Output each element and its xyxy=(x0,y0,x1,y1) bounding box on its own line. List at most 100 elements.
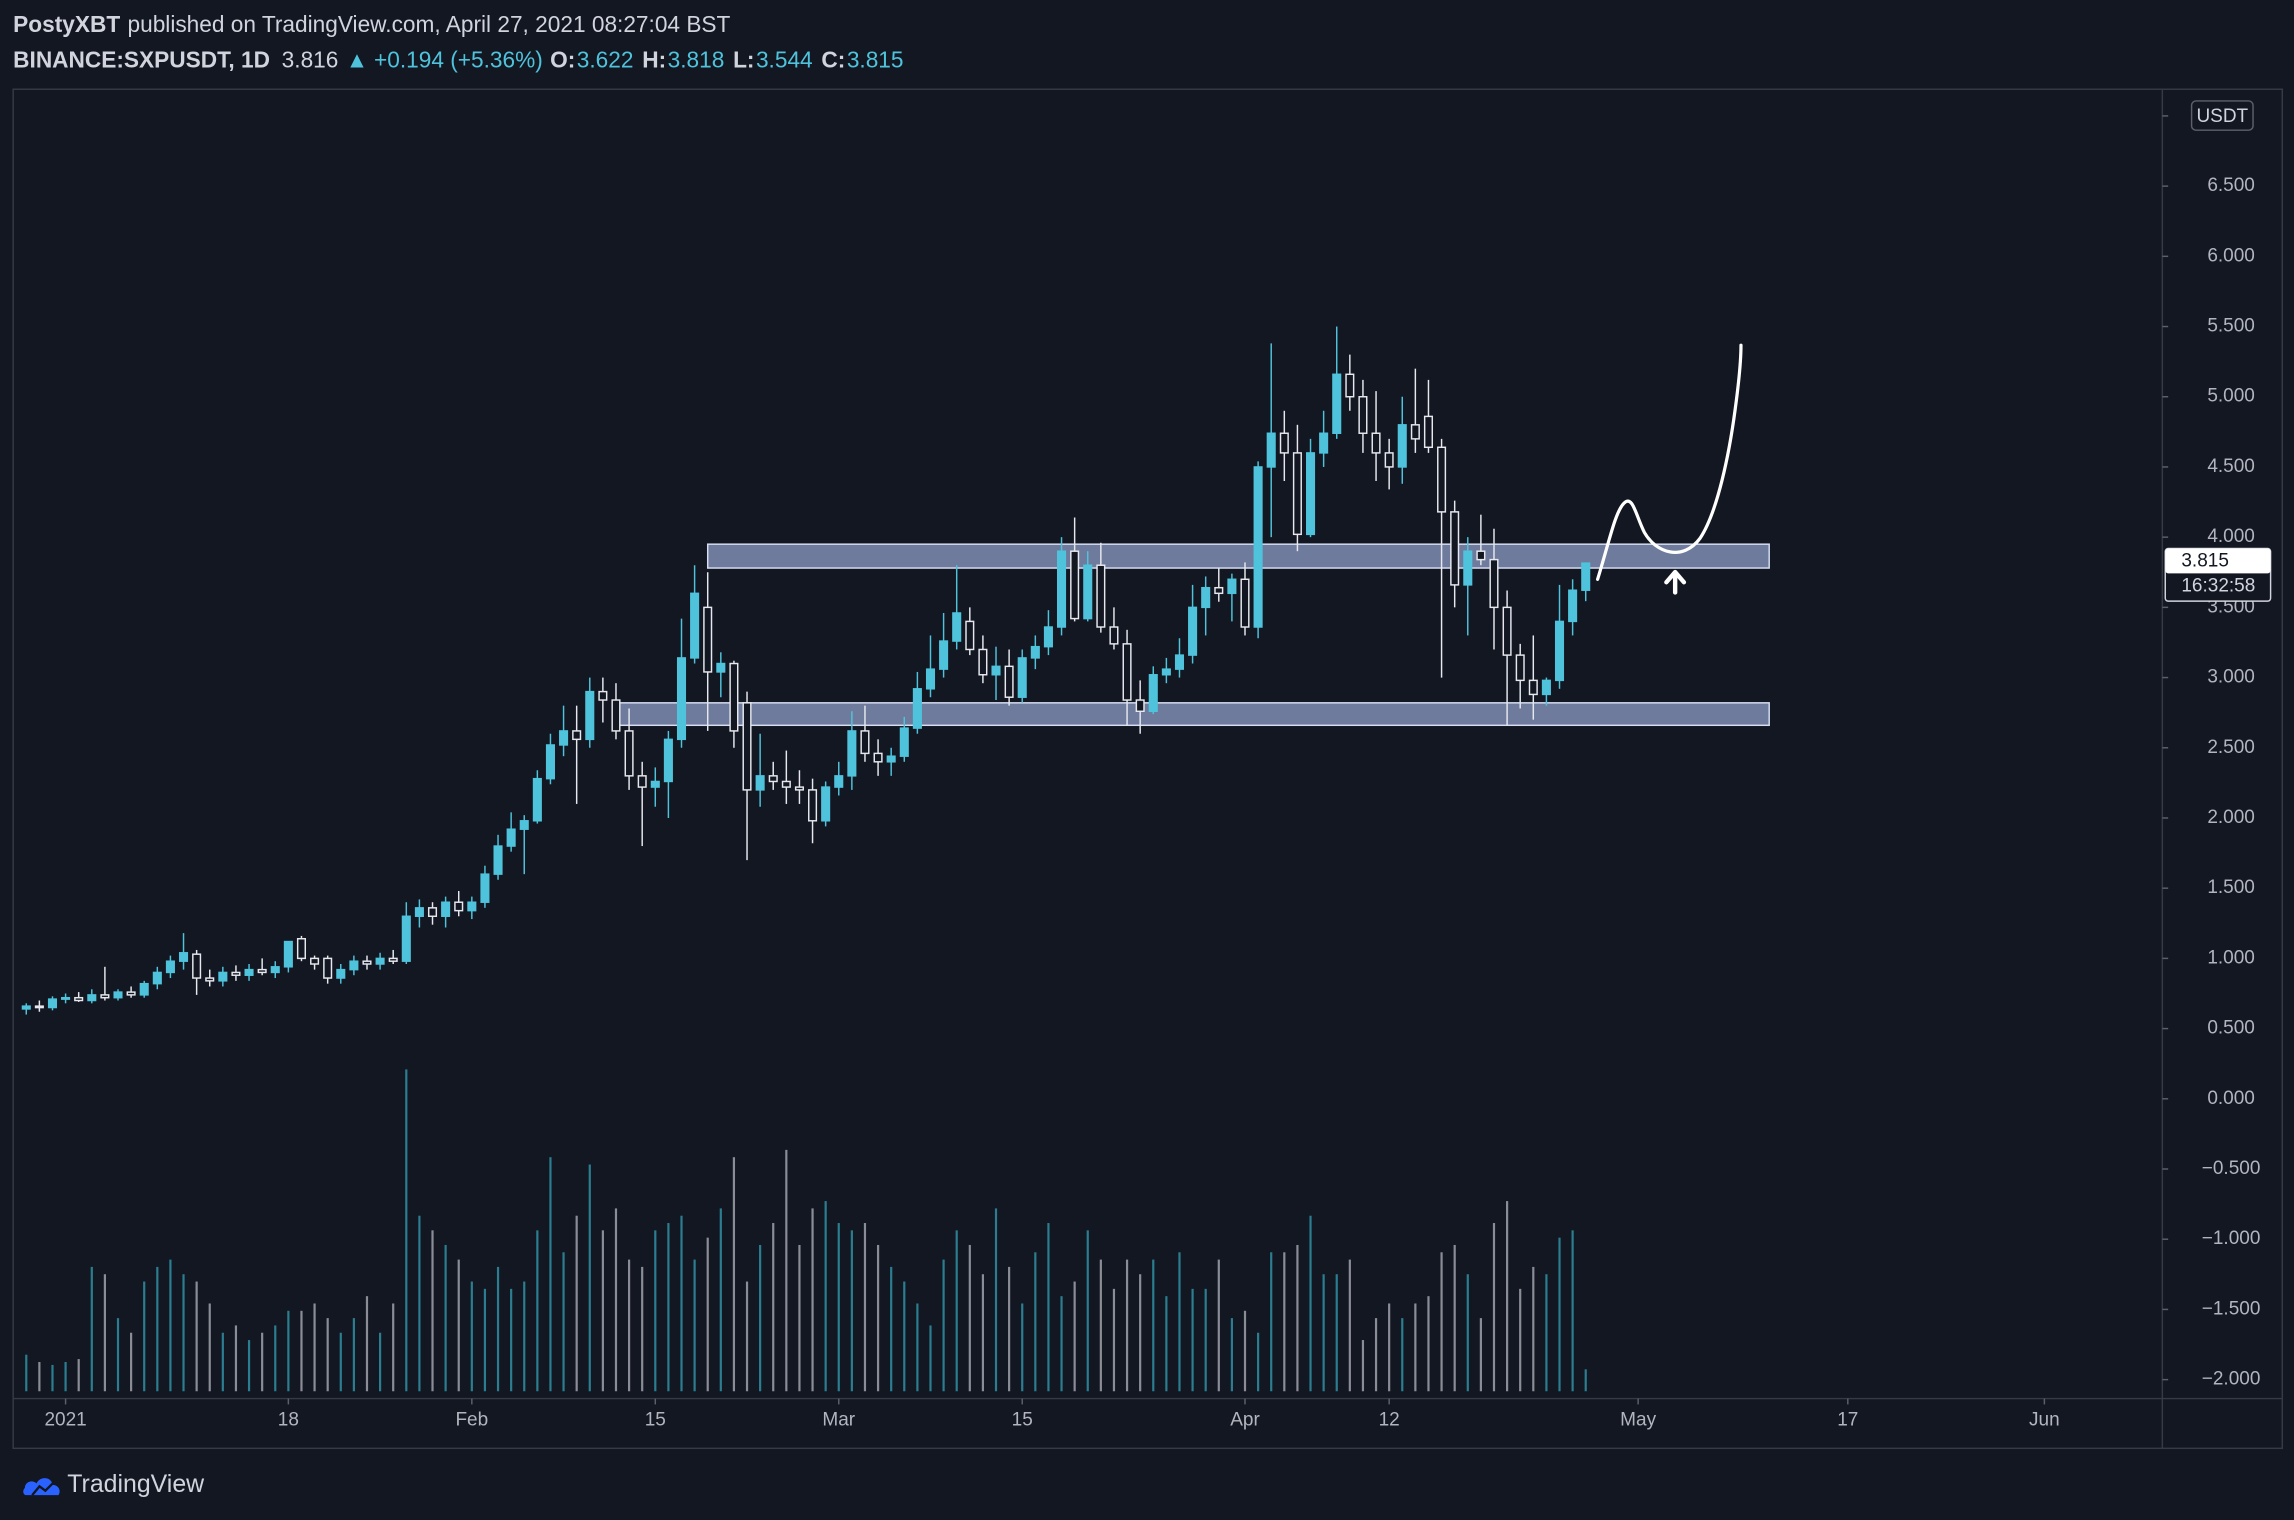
volume-bar xyxy=(641,1266,644,1392)
volume-bar xyxy=(1112,1288,1116,1392)
volume-bar xyxy=(1060,1296,1063,1392)
candle-body xyxy=(1057,550,1067,628)
candle-body xyxy=(532,777,542,822)
candle-body xyxy=(1292,452,1302,536)
y-tick-label: 1.000 xyxy=(2207,947,2255,968)
candle-body xyxy=(165,960,175,974)
volume-bar xyxy=(601,1230,604,1392)
candle-body xyxy=(650,780,660,788)
candle-body xyxy=(231,971,241,976)
candle-body xyxy=(1201,586,1211,609)
candle-body xyxy=(1410,424,1420,440)
volume-bar xyxy=(510,1288,513,1392)
volume-bar xyxy=(1204,1288,1207,1392)
volume-bar xyxy=(1099,1259,1102,1392)
candle-body xyxy=(480,873,490,903)
volume-bar xyxy=(1309,1215,1312,1392)
candles xyxy=(21,326,1591,1015)
candle-body xyxy=(545,744,555,780)
candle-body xyxy=(703,606,713,673)
candle-body xyxy=(414,907,424,917)
candle-body xyxy=(401,915,411,962)
candle-body xyxy=(716,662,726,673)
candle-body xyxy=(1135,699,1145,712)
volume-bar xyxy=(234,1325,238,1392)
x-tick-label: 17 xyxy=(1837,1410,1858,1431)
zone xyxy=(706,543,1770,569)
candle-body xyxy=(1528,679,1538,696)
candle-body xyxy=(991,665,1001,676)
candle-body xyxy=(1161,668,1171,676)
candle-body xyxy=(1188,606,1198,656)
logo-line xyxy=(31,1481,55,1496)
footer-brand: TradingView xyxy=(67,1470,205,1498)
candle-body xyxy=(1109,626,1119,645)
candle-body xyxy=(598,690,608,701)
candle-body xyxy=(323,957,333,979)
volume-bar xyxy=(143,1281,146,1392)
countdown: 16:32:58 xyxy=(2181,576,2255,597)
volume-bar xyxy=(182,1274,185,1392)
candle-body xyxy=(585,690,595,741)
volume-bar xyxy=(811,1208,814,1392)
volume-bar xyxy=(470,1281,473,1392)
candle-body xyxy=(1476,550,1486,561)
candle-body xyxy=(349,960,359,971)
candle-body xyxy=(637,775,647,788)
candle-body xyxy=(663,738,673,783)
volume-bar xyxy=(824,1201,827,1392)
volume-bar xyxy=(1440,1252,1443,1392)
volume-bar xyxy=(103,1274,106,1392)
candle-body xyxy=(899,727,909,757)
ohlc-label: H: xyxy=(642,46,666,72)
volume-bar xyxy=(208,1303,211,1392)
candle-body xyxy=(1384,452,1394,468)
candle-body xyxy=(1017,657,1027,698)
candle-body xyxy=(388,957,398,962)
ohlc-label: L: xyxy=(733,46,754,72)
volume-bar xyxy=(719,1208,722,1392)
volume-bar xyxy=(1479,1318,1482,1392)
candle-body xyxy=(1541,679,1551,696)
candle-body xyxy=(192,953,202,979)
candle-body xyxy=(1423,415,1434,449)
candle-body xyxy=(283,940,293,968)
volume-bar xyxy=(1335,1274,1338,1392)
volume-bar xyxy=(903,1281,906,1392)
volume-bar xyxy=(706,1237,709,1392)
volume-bar xyxy=(1008,1266,1011,1392)
y-tick-label: 6.000 xyxy=(2207,245,2255,266)
volume-bar xyxy=(1571,1230,1574,1392)
candle-body xyxy=(1397,424,1407,468)
arrow-up xyxy=(1664,569,1687,595)
volume-bar xyxy=(496,1266,500,1392)
volume-bar xyxy=(90,1266,93,1392)
candle-body xyxy=(310,957,320,965)
volume-bar xyxy=(392,1303,395,1392)
volume-bar xyxy=(130,1332,133,1392)
volume-bar xyxy=(313,1303,316,1392)
published: published on TradingView.com, April 27, … xyxy=(128,11,731,37)
candle-body xyxy=(21,1005,31,1010)
candle-body xyxy=(244,968,254,976)
volume-bar xyxy=(1466,1274,1469,1392)
volume-bar xyxy=(1296,1244,1299,1392)
volume-pane xyxy=(25,1069,1587,1392)
y-tick-label: −2.000 xyxy=(2202,1369,2261,1390)
x-tick-label: 18 xyxy=(278,1410,299,1431)
volume-bar xyxy=(942,1259,945,1392)
candle-body xyxy=(559,730,569,746)
candle-body xyxy=(454,901,464,912)
footer-logo xyxy=(23,1478,60,1496)
candle-body xyxy=(1227,578,1237,595)
volume-bar xyxy=(1361,1340,1365,1392)
volume-bar xyxy=(1257,1332,1260,1392)
volume-bar xyxy=(863,1223,867,1392)
candle-body xyxy=(611,699,621,732)
volume-bar xyxy=(759,1244,762,1392)
volume-bar xyxy=(1348,1259,1351,1392)
volume-bar xyxy=(274,1325,277,1392)
candle-body xyxy=(952,612,962,642)
candle-body xyxy=(690,592,700,659)
